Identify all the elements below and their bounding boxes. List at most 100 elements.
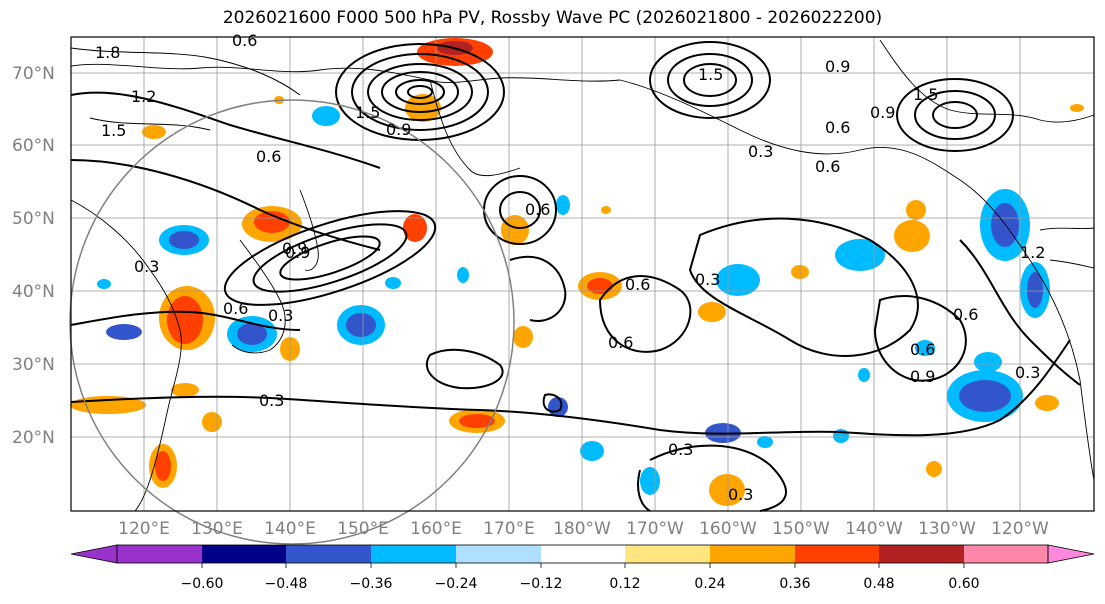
lon-tick-label: 140°W (845, 519, 903, 539)
colorbar-tick-label: −0.48 (265, 576, 308, 592)
colorbar-over-triangle (1047, 544, 1095, 564)
lon-tick-labels: 120°E 130°E 140°E 150°E 160°E 170°E 180°… (118, 519, 1049, 539)
anomaly-blob (169, 231, 199, 249)
anomaly-blob (1035, 395, 1059, 411)
lon-tick-label: 170°E (483, 519, 535, 539)
anomaly-blob (548, 397, 568, 417)
anomaly-blob (171, 383, 199, 397)
pv-contours (70, 41, 1081, 512)
contour-label: 1.5 (698, 65, 723, 84)
contour-label: 0.6 (625, 275, 650, 294)
colorbar-segment (879, 545, 964, 563)
lon-tick-label: 140°E (264, 519, 316, 539)
colorbar-segment (964, 545, 1048, 563)
anomaly-blob (757, 436, 773, 448)
anomaly-blob (709, 474, 745, 506)
lat-tick-label: 20°N (12, 428, 55, 448)
colorbar-segment (456, 545, 541, 563)
contour-label: 0.3 (748, 142, 773, 161)
anomaly-shading (70, 38, 1084, 506)
anomaly-blob (1027, 272, 1043, 308)
colorbar-tick-label: 0.12 (609, 576, 640, 592)
anomaly-blob (405, 94, 441, 122)
anomaly-blob (459, 414, 495, 428)
colorbar-tick-label: −0.36 (350, 576, 393, 592)
contour-label: 0.6 (256, 147, 281, 166)
anomaly-blob (457, 267, 469, 283)
contour-label: 0.3 (1015, 363, 1040, 382)
lon-tick-label: 180°W (553, 519, 611, 539)
anomaly-blob (580, 441, 604, 461)
anomaly-blob (167, 296, 203, 344)
anomaly-blob (716, 264, 760, 296)
anomaly-blob (385, 277, 401, 289)
contour-labels: 1.8 0.6 1.5 1.2 0.9 1.5 0.6 0.3 0.9 0.6 … (95, 31, 1045, 504)
anomaly-blob (959, 380, 1011, 412)
anomaly-blob (237, 323, 267, 345)
anomaly-blob (1070, 104, 1084, 112)
contour-label: 0.3 (259, 391, 284, 410)
anomaly-blob (698, 302, 726, 322)
contour-label: 0.9 (910, 367, 935, 386)
colorbar-segment (710, 545, 795, 563)
anomaly-blob (106, 324, 142, 340)
colorbar-tick-label: 0.48 (863, 576, 894, 592)
lat-tick-label: 70°N (12, 64, 55, 84)
gridlines (71, 37, 1094, 511)
colorbar-segment (117, 545, 202, 563)
contour-label: 1.2 (1020, 243, 1045, 262)
contour-label: 0.9 (870, 103, 895, 122)
reference-circle (69, 99, 515, 545)
anomaly-blob (346, 313, 376, 337)
contour-label: 0.3 (728, 485, 753, 504)
contour-label: 0.9 (282, 239, 307, 258)
anomaly-blob (403, 214, 427, 242)
lat-tick-label: 40°N (12, 282, 55, 302)
anomaly-blob (155, 451, 171, 481)
colorbar-tick-label: 0.60 (948, 576, 979, 592)
anomaly-blob (587, 278, 613, 294)
contour-label: 1.5 (913, 85, 938, 104)
anomaly-blob (791, 265, 809, 279)
chart-title: 2026021600 F000 500 hPa PV, Rossby Wave … (222, 8, 883, 28)
contour-label: 0.6 (525, 200, 550, 219)
colorbar-segment (625, 545, 710, 563)
lat-tick-label: 60°N (12, 136, 55, 156)
anomaly-blob (501, 215, 529, 245)
map-frame (70, 36, 1095, 512)
contour-label: 0.6 (223, 299, 248, 318)
colorbar-tick-label: −0.24 (435, 576, 478, 592)
contour-label: 0.9 (825, 57, 850, 76)
anomaly-blob (556, 195, 570, 215)
colorbar-tick-label: −0.60 (181, 576, 224, 592)
anomaly-blob (915, 340, 935, 356)
contour-label: 1.5 (101, 121, 126, 140)
contour-label: 1.2 (131, 87, 156, 106)
map-background (71, 37, 1094, 511)
contour-label: 0.6 (608, 333, 633, 352)
pv-contours-thin (70, 47, 301, 131)
colorbar-segment (541, 545, 625, 563)
anomaly-blob (97, 279, 111, 289)
lon-tick-label: 160°W (699, 519, 757, 539)
anomaly-blob (601, 206, 611, 214)
anomaly-blob (991, 203, 1019, 247)
colorbar-under-triangle (70, 544, 118, 564)
contour-label: 0.9 (386, 120, 411, 139)
lon-tick-label: 120°W (991, 519, 1049, 539)
anomaly-blob (202, 412, 222, 432)
lat-tick-labels: 70°N 60°N 50°N 40°N 30°N 20°N (12, 64, 55, 448)
anomaly-blob (142, 125, 166, 139)
lon-tick-label: 170°W (626, 519, 684, 539)
anomaly-blob (906, 200, 926, 220)
lon-tick-label: 120°E (118, 519, 170, 539)
contour-label: 0.6 (910, 340, 935, 359)
contour-label: 0.9 (285, 243, 310, 262)
colorbar-ticks (201, 563, 965, 568)
colorbar-segment (795, 545, 879, 563)
lat-tick-label: 30°N (12, 355, 55, 375)
contour-label: 0.3 (134, 257, 159, 276)
colorbar-frame (116, 544, 1049, 564)
contour-label: 0.6 (232, 31, 257, 50)
